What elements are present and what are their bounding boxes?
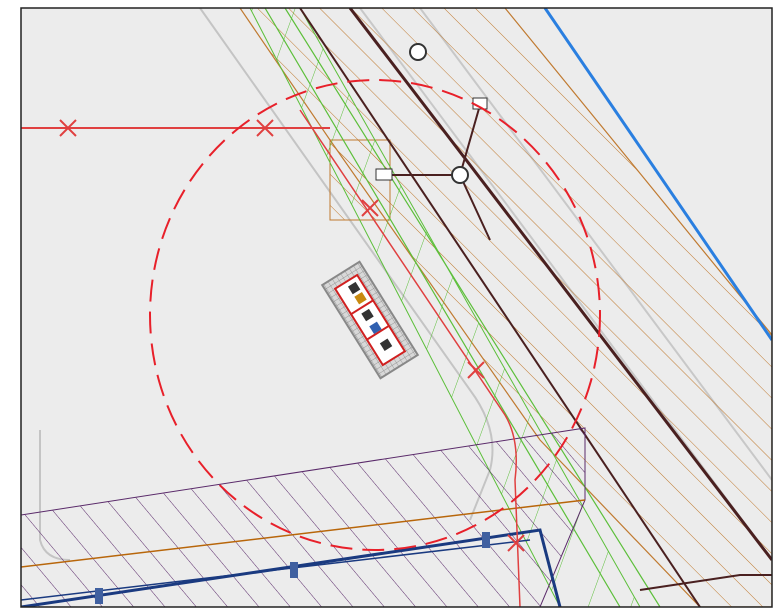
cable <box>299 8 701 607</box>
cable <box>639 574 772 591</box>
cable <box>348 8 772 561</box>
pipe-marker <box>290 562 298 578</box>
pipe <box>21 528 562 607</box>
dashed-radius <box>149 79 601 551</box>
orange-line <box>21 499 586 568</box>
pipe <box>21 539 531 601</box>
pad <box>320 260 420 380</box>
node <box>375 168 393 181</box>
purple-zone <box>21 427 586 607</box>
pipe-marker <box>482 532 490 548</box>
blue-line <box>543 8 772 341</box>
map-frame <box>20 7 773 608</box>
red-line <box>299 109 521 607</box>
map-content <box>21 8 772 607</box>
red-crosses <box>59 119 525 552</box>
node <box>451 166 469 184</box>
node <box>409 43 427 61</box>
pipe-marker <box>95 588 103 604</box>
